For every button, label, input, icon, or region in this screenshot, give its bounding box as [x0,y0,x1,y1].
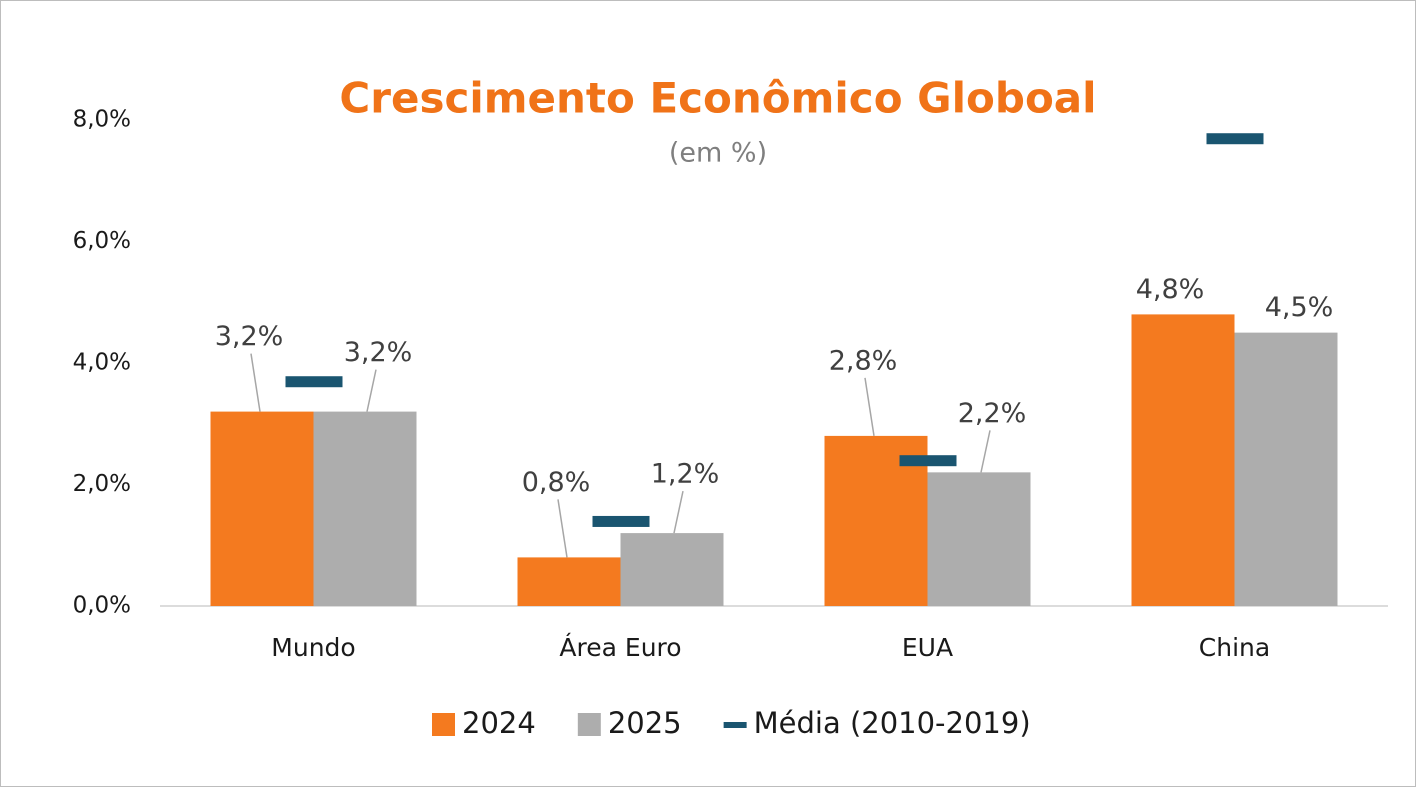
bar [517,557,621,606]
bar [620,533,724,606]
data-label: 3,2% [344,337,413,368]
x-tick-label: Mundo [271,633,355,662]
legend-swatch [432,713,455,736]
legend-label: 2025 [608,706,682,740]
data-label: 4,5% [1265,292,1334,323]
leader-line [366,369,377,412]
y-tick-label: 4,0% [73,350,131,376]
bar [927,472,1031,606]
y-tick-label: 2,0% [73,471,131,497]
legend-label: Média (2010-2019) [754,706,1031,740]
data-label: 2,2% [958,398,1027,429]
data-label: 2,8% [829,345,898,376]
data-label: 1,2% [651,459,720,490]
leader-line [673,490,684,534]
average-marker [592,515,650,527]
average-marker [899,455,957,467]
data-label: 4,8% [1136,274,1205,305]
y-tick-label: 8,0% [73,107,131,133]
leader-line [864,377,875,437]
leader-line [980,430,991,473]
data-label: 3,2% [215,321,284,352]
bar [210,411,314,606]
leader-line [557,499,568,558]
legend-label: 2024 [462,706,536,740]
chart-title: Crescimento Econômico Globoal [339,74,1096,123]
bar [1131,314,1235,606]
chart-subtitle: (em %) [669,138,767,169]
x-tick-label: China [1199,633,1270,662]
average-marker [285,376,343,388]
leader-line [250,353,261,412]
average-marker [1206,133,1264,145]
y-tick-label: 0,0% [73,593,131,619]
x-tick-label: EUA [902,633,953,662]
bar [1234,332,1338,606]
legend-swatch [577,713,601,736]
bar [313,411,417,606]
legend-swatch [723,722,747,728]
data-label: 0,8% [522,467,591,498]
x-tick-label: Área Euro [559,633,681,662]
y-tick-label: 6,0% [73,228,131,254]
